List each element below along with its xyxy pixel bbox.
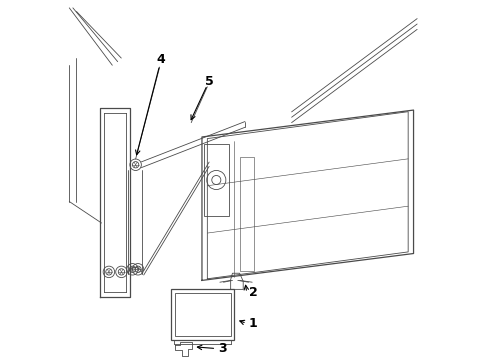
Text: 3: 3 [219,342,227,355]
Bar [172,289,234,339]
Bar [175,293,231,336]
Text: 4: 4 [156,53,165,66]
Bar [204,144,229,216]
Bar [240,157,254,271]
Text: 1: 1 [249,317,258,330]
Text: 2: 2 [249,287,258,300]
Text: 5: 5 [205,75,214,88]
